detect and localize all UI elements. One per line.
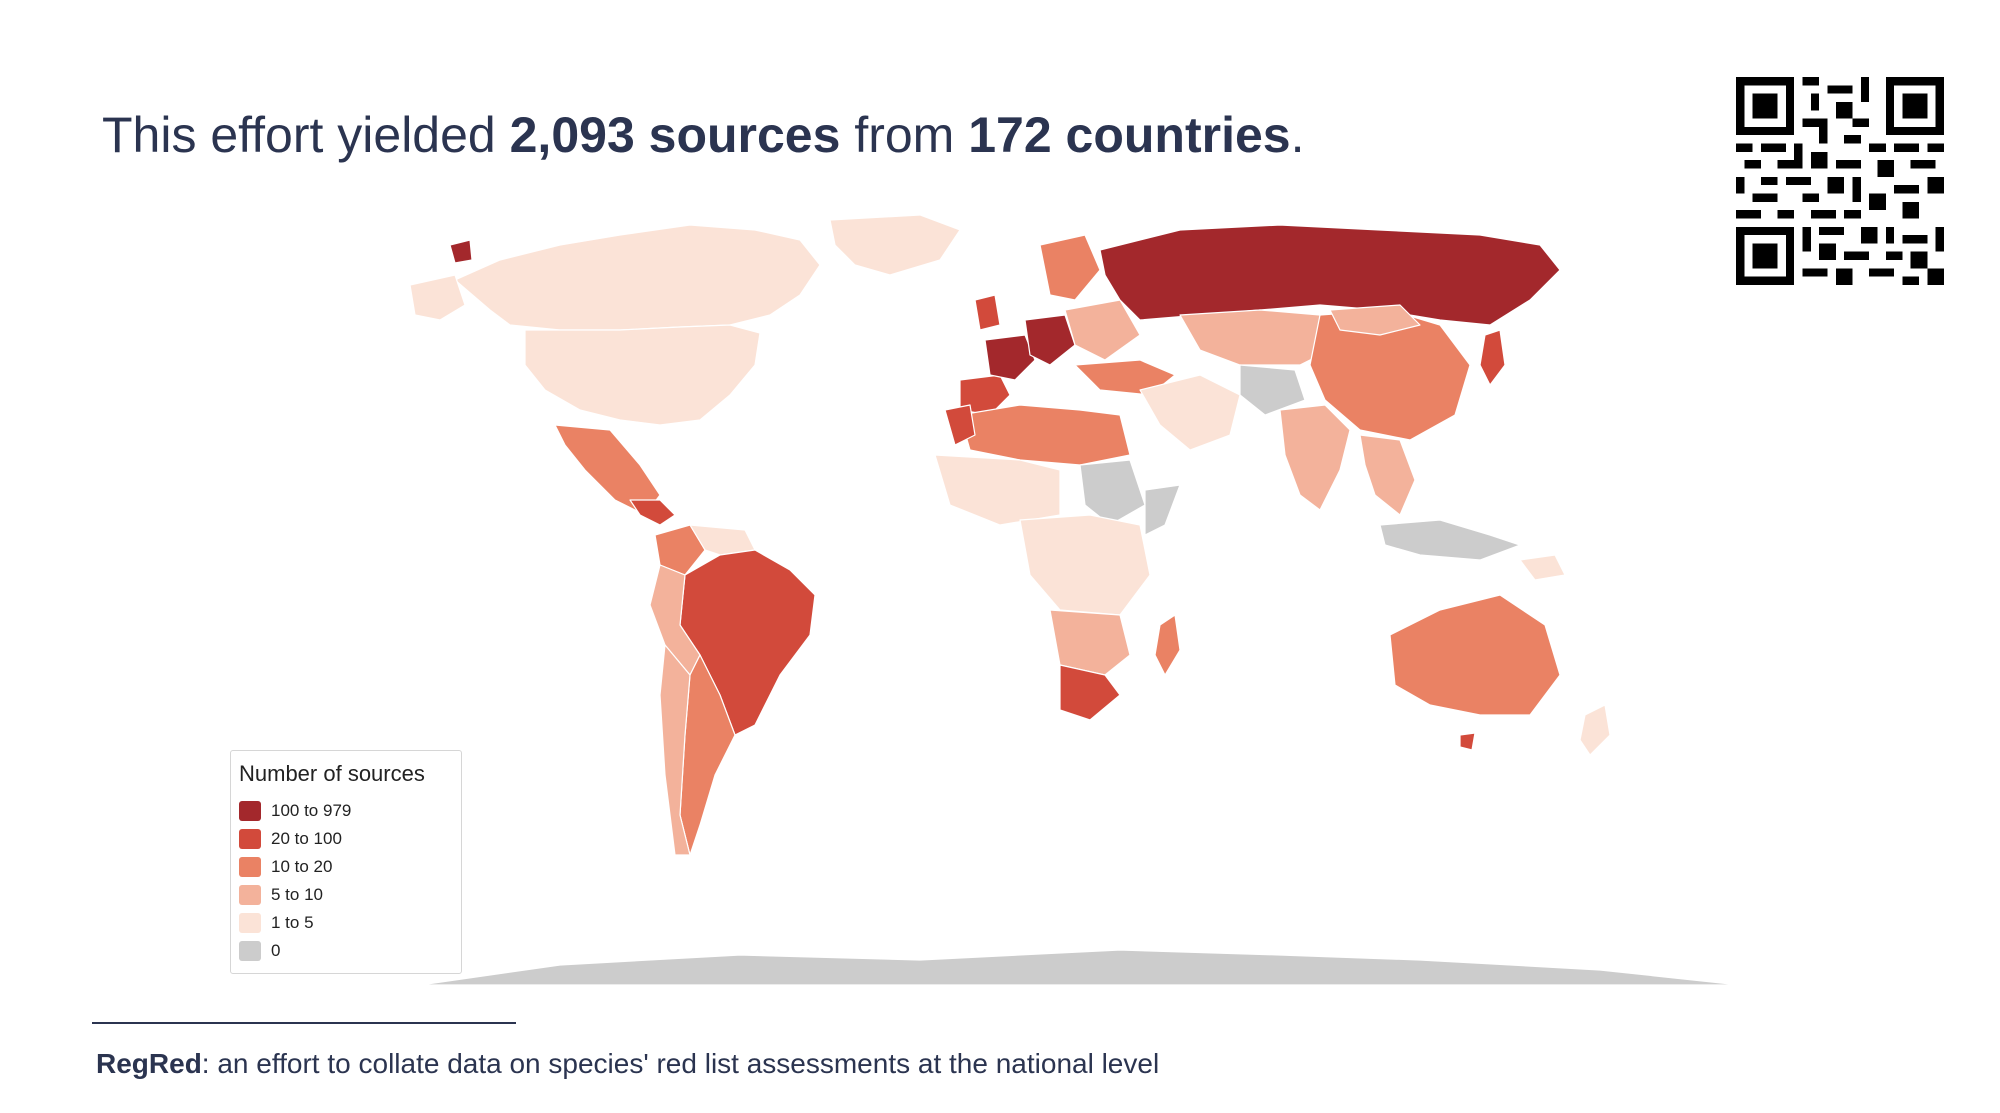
headline-countries: 172 countries xyxy=(968,107,1291,163)
legend-label: 5 to 10 xyxy=(271,885,323,904)
region-southern-africa xyxy=(1049,609,1131,676)
legend-label: 0 xyxy=(271,941,281,960)
region-central-america xyxy=(629,499,676,526)
legend-swatch xyxy=(239,801,261,821)
region-uk xyxy=(974,294,1001,331)
legend-item: 100 to 979 xyxy=(239,797,453,825)
region-canada xyxy=(454,224,821,331)
region-west-africa xyxy=(934,454,1061,526)
region-mongolia xyxy=(1329,304,1421,336)
headline: This effort yielded 2,093 sources from 1… xyxy=(102,100,1305,170)
region-alaska xyxy=(409,274,466,321)
region-colombia xyxy=(654,524,706,576)
region-china xyxy=(1309,309,1471,441)
legend-swatch xyxy=(239,913,261,933)
region-central-africa xyxy=(1019,514,1151,616)
headline-middle: from xyxy=(840,107,969,163)
legend-item: 20 to 100 xyxy=(239,825,453,853)
region-southeast-asia xyxy=(1359,434,1416,516)
legend-swatch xyxy=(239,857,261,877)
region-central-europe xyxy=(1024,314,1076,366)
region-greenland-main xyxy=(829,215,961,276)
map-legend: Number of sources 100 to 979 20 to 100 10 … xyxy=(230,750,462,974)
legend-label: 20 to 100 xyxy=(271,829,342,848)
headline-suffix: . xyxy=(1290,107,1305,163)
legend-swatch xyxy=(239,885,261,905)
headline-sources: 2,093 sources xyxy=(509,107,841,163)
legend-title: Number of sources xyxy=(239,761,425,786)
region-horn xyxy=(1144,484,1181,536)
world-map xyxy=(409,215,1741,986)
legend-items: 100 to 979 20 to 100 10 to 20 5 to 10 1 to 5… xyxy=(239,797,453,965)
legend-swatch xyxy=(239,941,261,961)
region-france xyxy=(984,334,1036,381)
legend-item: 5 to 10 xyxy=(239,881,453,909)
region-north-africa xyxy=(959,404,1131,466)
region-scandinavia xyxy=(1039,234,1101,301)
region-middle-east xyxy=(1139,374,1241,451)
region-greenland xyxy=(449,239,473,264)
footnote-text: : an effort to collate data on species' … xyxy=(201,1048,1160,1079)
legend-label: 10 to 20 xyxy=(271,857,333,876)
legend-label: 100 to 979 xyxy=(271,801,352,820)
region-eastern-europe xyxy=(1064,299,1141,361)
region-morocco xyxy=(944,404,976,446)
legend-item: 1 to 5 xyxy=(239,909,453,937)
qr-code xyxy=(1736,77,1944,285)
region-usa xyxy=(524,324,761,426)
region-sudan xyxy=(1079,459,1146,526)
region-antarctica xyxy=(419,949,1741,986)
footnote: RegRed: an effort to collate data on spe… xyxy=(96,1048,1159,1080)
region-new-zealand xyxy=(1579,704,1611,756)
legend-item: 0 xyxy=(239,937,453,965)
region-south-africa xyxy=(1059,664,1121,721)
region-australia xyxy=(1389,594,1561,716)
footnote-bold: RegRed xyxy=(96,1048,202,1079)
region-chile xyxy=(659,644,691,856)
region-madagascar xyxy=(1154,614,1181,676)
region-png xyxy=(1519,554,1566,581)
region-russia xyxy=(1099,224,1561,326)
region-tasmania xyxy=(1459,732,1476,751)
region-japan xyxy=(1479,329,1506,386)
legend-item: 10 to 20 xyxy=(239,853,453,881)
divider xyxy=(92,1022,516,1024)
legend-label: 1 to 5 xyxy=(271,913,314,932)
headline-prefix: This effort yielded xyxy=(102,107,510,163)
region-india xyxy=(1279,404,1351,511)
region-indonesia xyxy=(1379,519,1521,561)
legend-swatch xyxy=(239,829,261,849)
region-iran-afghan xyxy=(1239,364,1306,416)
